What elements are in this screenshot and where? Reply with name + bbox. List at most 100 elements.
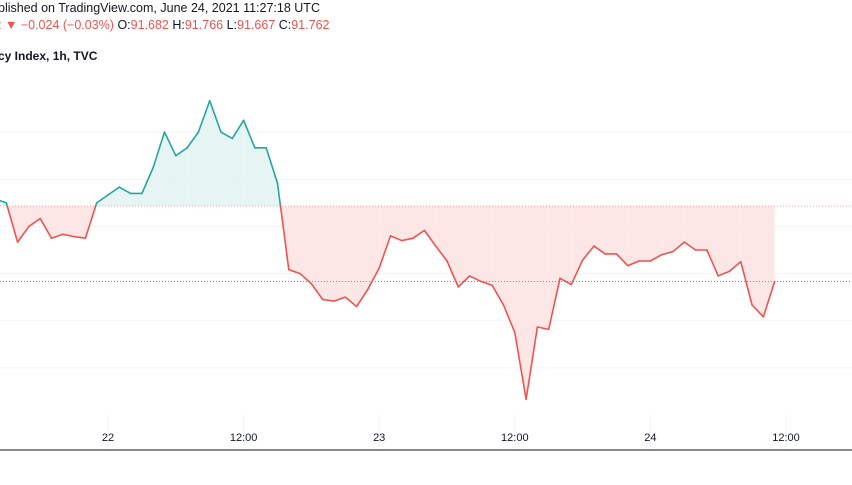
line-segment-47-0 — [525, 326, 539, 401]
line-segment-50-0 — [559, 277, 573, 286]
line-segment-67-0 — [751, 304, 765, 318]
line-segment-38-0 — [423, 229, 437, 247]
fill-segment-36-0 — [401, 206, 414, 241]
fill-segment-16-0 — [175, 147, 188, 206]
line-segment-25-0 — [276, 182, 282, 207]
line-segment-24-0 — [265, 147, 279, 185]
x-tick-label-5: 12:00 — [772, 432, 800, 444]
line-segment-32-0 — [355, 288, 369, 308]
fill-segment-19-0 — [209, 100, 221, 206]
fill-segment-5-0 — [51, 206, 63, 239]
line-segment-26-0 — [287, 268, 301, 275]
x-tick-label-0: 22 — [102, 432, 114, 444]
line-segment-63-0 — [706, 249, 720, 277]
fill-segment-59-0 — [661, 206, 673, 255]
line-segment-46-0 — [513, 331, 527, 401]
line-segment-33-0 — [367, 267, 381, 291]
published-caption: blished on TradingView.com, June 24, 202… — [0, 1, 320, 15]
fill-segment-46-0 — [514, 206, 527, 400]
line-segment-6-0 — [61, 233, 75, 238]
fill-segment-28-0 — [311, 206, 323, 300]
x-tick-label-3: 12:00 — [501, 432, 529, 444]
line-segment-30-0 — [333, 296, 347, 302]
close-value: 91.762 — [291, 18, 330, 32]
high-label: H: — [172, 18, 185, 32]
fill-segment-50-0 — [560, 206, 572, 285]
line-segment-39-0 — [434, 245, 448, 262]
line-segment-68-0 — [762, 280, 776, 318]
line-segment-9-0 — [95, 194, 109, 204]
line-segment-56-0 — [626, 260, 640, 267]
fill-segment-17-0 — [187, 132, 199, 206]
fill-segment-20-0 — [221, 132, 233, 206]
fill-segment-52-0 — [582, 206, 594, 261]
fill-segment-60-0 — [673, 206, 685, 252]
fill-segment-18-0 — [198, 100, 210, 206]
fill-segment-30-0 — [334, 206, 346, 302]
low-label: L: — [226, 18, 238, 32]
line-segment-18-0 — [197, 99, 211, 133]
line-segment-14-0 — [152, 131, 166, 169]
fill-segment-66-0 — [740, 206, 753, 305]
line-segment-53-0 — [593, 245, 607, 255]
line-segment-44-0 — [491, 284, 505, 306]
fill-segment-54-0 — [605, 206, 617, 254]
line-segment-51-0 — [570, 259, 584, 286]
fill-segment-24-0 — [266, 147, 278, 206]
line-segment-35-0 — [389, 235, 403, 242]
x-axis-ticks: 22 12:00 23 12:00 24 12:00 — [102, 432, 800, 444]
x-tick-label-4: 24 — [644, 432, 656, 444]
line-segment-61-0 — [683, 241, 697, 251]
x-tick-label-1: 12:00 — [230, 432, 258, 444]
ohlc-readout: : ▼ −0.024 (−0.03%) O:91.682 H:91.766 L:… — [0, 18, 329, 32]
grid-lines — [0, 131, 852, 450]
fill-segment-34-0 — [379, 206, 391, 269]
fill-segment-49-0 — [548, 206, 560, 330]
fill-segment-27-0 — [300, 206, 312, 284]
fill-segment-44-0 — [492, 206, 504, 305]
x-tick-label-2: 23 — [373, 432, 385, 444]
line-segment-58-0 — [649, 253, 663, 262]
fill-segment-67-0 — [752, 206, 764, 317]
fill-segment-6-0 — [62, 206, 75, 237]
line-segment-28-0 — [310, 282, 324, 301]
fill-segment-2-0 — [17, 206, 29, 243]
line-segment-66-0 — [739, 260, 753, 306]
line-segment-45-0 — [502, 304, 516, 334]
line-segment-2-0 — [16, 225, 30, 243]
change-prefix: : — [0, 18, 1, 32]
line-segment-7-0 — [73, 235, 87, 240]
fill-segment-35-0 — [390, 206, 402, 241]
line-segment-60-0 — [672, 241, 686, 253]
close-label: C: — [278, 18, 292, 32]
fill-segment-33-0 — [367, 206, 380, 290]
fill-segment-4-0 — [40, 206, 52, 239]
line-segment-21-0 — [231, 119, 245, 140]
line-segment-29-0 — [321, 298, 335, 302]
fill-segment-10-0 — [108, 187, 120, 206]
line-segment-65-0 — [728, 260, 742, 273]
down-arrow-icon: ▼ — [4, 18, 18, 32]
fill-segment-31-0 — [345, 206, 357, 307]
line-segment-25-1 — [279, 205, 290, 271]
fill-segment-38-0 — [424, 206, 436, 247]
line-segment-40-0 — [446, 260, 460, 288]
line-segment-22-0 — [242, 119, 256, 149]
fill-segment-42-0 — [469, 206, 481, 282]
line-segment-4-0 — [39, 217, 53, 240]
line-segment-43-0 — [480, 280, 494, 287]
fill-segment-53-0 — [593, 206, 606, 254]
line-segment-42-0 — [468, 275, 482, 283]
fill-segment-7-0 — [74, 206, 86, 239]
symbol-title: cy Index, 1h, TVC — [0, 49, 98, 63]
line-segment-0-0 — [0, 199, 8, 204]
line-segment-64-0 — [717, 270, 731, 277]
fill-segment-61-0 — [684, 206, 696, 250]
line-segment-15-0 — [163, 131, 177, 157]
fill-segment-48-0 — [537, 206, 549, 330]
high-value: 91.766 — [184, 18, 224, 32]
line-segment-36-0 — [400, 237, 414, 242]
fill-segment-41-0 — [458, 206, 470, 287]
line-segment-59-0 — [660, 250, 674, 256]
